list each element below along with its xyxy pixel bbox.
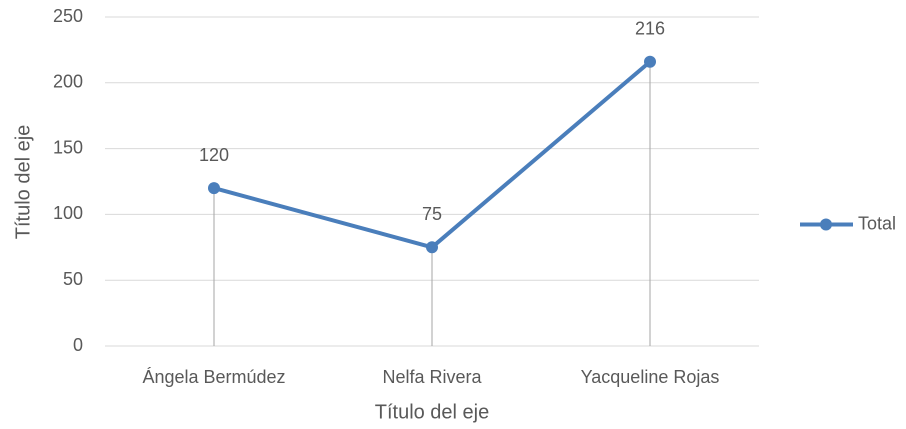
legend-marker <box>820 218 832 231</box>
point <box>208 182 220 195</box>
point <box>644 55 656 68</box>
x-tick-label: Yacqueline Rojas <box>581 367 720 387</box>
y-tick-label: 50 <box>63 269 83 289</box>
y-axis-title: Título del eje <box>12 125 34 240</box>
legend-label: Total <box>858 213 896 233</box>
data-label: 75 <box>422 204 442 224</box>
data-label: 120 <box>199 145 229 165</box>
y-tick-label: 0 <box>73 335 83 355</box>
x-axis-title: Título del eje <box>375 401 490 423</box>
data-label: 216 <box>635 18 665 38</box>
y-tick-label: 250 <box>53 6 83 26</box>
y-tick-label: 100 <box>53 203 83 223</box>
y-tick-label: 150 <box>53 137 83 157</box>
x-tick-label: Ángela Bermúdez <box>142 367 285 387</box>
y-tick-label: 200 <box>53 72 83 92</box>
point <box>426 241 438 254</box>
x-tick-label: Nelfa Rivera <box>382 367 482 387</box>
